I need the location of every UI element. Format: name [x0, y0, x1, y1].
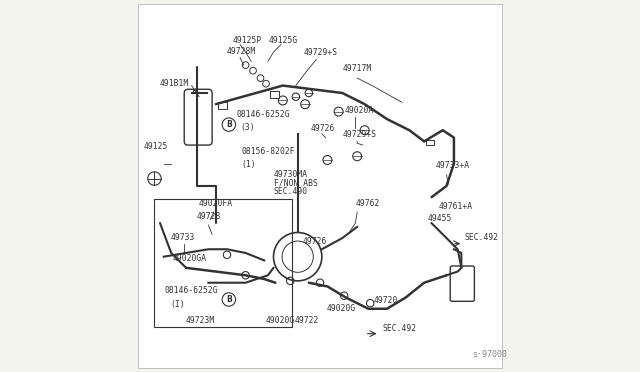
Text: 49125: 49125: [143, 142, 168, 151]
Text: 49733+A: 49733+A: [436, 161, 470, 170]
Text: SEC.492: SEC.492: [383, 324, 417, 333]
Text: 08156-8202F: 08156-8202F: [242, 147, 296, 156]
Text: 08146-6252G: 08146-6252G: [236, 110, 290, 119]
Text: SEC.490: SEC.490: [273, 187, 308, 196]
Text: 49730MA: 49730MA: [273, 170, 308, 179]
Text: SEC.492: SEC.492: [465, 233, 499, 242]
Text: 49722: 49722: [294, 316, 319, 325]
Bar: [154, 199, 292, 327]
Text: 49020G: 49020G: [266, 316, 295, 325]
Bar: [270, 91, 279, 98]
Text: 49020A: 49020A: [344, 106, 373, 115]
Text: 49733: 49733: [170, 233, 195, 242]
Bar: [218, 102, 227, 109]
Text: (3): (3): [240, 123, 255, 132]
Text: 49720: 49720: [374, 296, 398, 305]
Text: 49020FA: 49020FA: [199, 199, 233, 208]
FancyBboxPatch shape: [450, 266, 474, 301]
Text: 49125P: 49125P: [232, 36, 262, 45]
FancyBboxPatch shape: [138, 4, 502, 368]
Text: 491B1M: 491B1M: [160, 79, 189, 88]
Text: F/NON ABS: F/NON ABS: [273, 179, 317, 187]
FancyBboxPatch shape: [184, 89, 212, 145]
Text: 49726: 49726: [310, 124, 335, 133]
Text: (1): (1): [241, 160, 256, 169]
Text: 49020GA: 49020GA: [173, 254, 207, 263]
Text: 49762: 49762: [355, 199, 380, 208]
Text: 49726: 49726: [302, 237, 326, 246]
Text: 49728: 49728: [196, 212, 221, 221]
Text: s·97000: s·97000: [472, 350, 508, 359]
Text: 49020G: 49020G: [326, 304, 356, 312]
Text: 49717M: 49717M: [343, 64, 372, 73]
Text: 49729+S: 49729+S: [303, 48, 337, 57]
Bar: [426, 140, 434, 145]
Text: (I): (I): [170, 300, 185, 309]
Text: 49723M: 49723M: [186, 316, 214, 325]
Text: B: B: [226, 295, 232, 304]
Text: B: B: [226, 120, 232, 129]
Text: 49761+A: 49761+A: [438, 202, 472, 211]
Text: 49125G: 49125G: [269, 36, 298, 45]
Text: 49728M: 49728M: [227, 47, 255, 56]
Text: 49729+S: 49729+S: [343, 130, 377, 139]
Text: 08146-6252G: 08146-6252G: [164, 286, 218, 295]
Text: 49455: 49455: [427, 214, 451, 223]
